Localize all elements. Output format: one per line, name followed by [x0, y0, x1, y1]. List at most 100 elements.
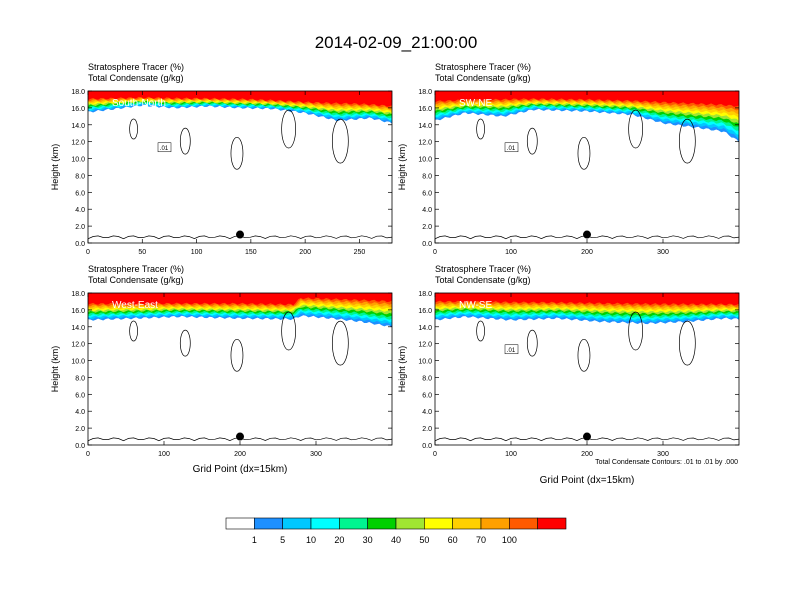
condensate-contour-cell — [179, 127, 191, 155]
panel-subtitle-condensate: Total Condensate (g/kg) — [88, 73, 184, 83]
condensate-contour-cell — [129, 320, 138, 342]
x-tick-label: 300 — [310, 451, 322, 458]
colorbar-swatch — [480, 517, 510, 530]
x-tick-label: 0 — [433, 451, 437, 458]
condensate-contour-cell — [281, 109, 296, 149]
colorbar-swatch — [537, 517, 567, 530]
y-tick-label: 10.0 — [418, 359, 432, 366]
panel-subtitle-tracer: Stratosphere Tracer (%) — [435, 62, 531, 72]
y-tick-label: 4.0 — [422, 207, 432, 214]
colorbar-label: 10 — [306, 535, 316, 545]
x-tick-label: 250 — [354, 249, 366, 256]
contour-label: .01 — [160, 146, 169, 152]
x-tick-label: 300 — [657, 451, 669, 458]
y-tick-label: 0.0 — [422, 241, 432, 248]
y-tick-label: 6.0 — [422, 190, 432, 197]
y-tick-label: 4.0 — [75, 409, 85, 416]
y-tick-label: 12.0 — [418, 140, 432, 147]
condensate-contour-cell — [577, 338, 591, 372]
y-tick-label: 2.0 — [422, 426, 432, 433]
y-tick-label: 4.0 — [422, 409, 432, 416]
y-tick-label: 16.0 — [71, 106, 85, 113]
condensate-contour-cell — [129, 118, 138, 140]
condensate-contour-cell — [526, 329, 538, 357]
condensate-contour-cell — [678, 118, 696, 164]
y-tick-label: 10.0 — [71, 157, 85, 164]
panel-subtitle-tracer: Stratosphere Tracer (%) — [88, 264, 184, 274]
plot-area — [88, 293, 392, 445]
x-tick-label: 150 — [245, 249, 257, 256]
y-tick-label: 14.0 — [71, 123, 85, 130]
y-tick-label: 2.0 — [75, 426, 85, 433]
y-tick-label: 4.0 — [75, 207, 85, 214]
panel-name: NW-SE — [459, 300, 492, 311]
y-axis-label: Height (km) — [50, 346, 60, 393]
location-marker — [236, 230, 244, 239]
contour-label-box — [504, 142, 519, 153]
y-tick-label: 8.0 — [422, 173, 432, 180]
panel-name: South-North — [112, 98, 166, 109]
x-tick-label: 200 — [299, 249, 311, 256]
y-tick-label: 8.0 — [75, 375, 85, 382]
panel-subtitle-tracer: Stratosphere Tracer (%) — [88, 62, 184, 72]
x-tick-label: 300 — [657, 249, 669, 256]
y-tick-label: 18.0 — [418, 291, 432, 298]
colorbar-label: 70 — [476, 535, 486, 545]
condensate-contour-cell — [526, 127, 538, 155]
x-axis-label: Grid Point (dx=15km) — [193, 464, 288, 475]
colorbar-swatch — [339, 517, 368, 530]
tracer-band-11 — [88, 91, 392, 107]
y-tick-label: 6.0 — [75, 392, 85, 399]
condensate-contour-cell — [179, 329, 191, 357]
x-tick-label: 200 — [581, 451, 593, 458]
condensate-contour-cell — [281, 311, 296, 351]
x-tick-label: 100 — [158, 451, 170, 458]
plot-frame — [87, 90, 393, 244]
panel-subtitle-condensate: Total Condensate (g/kg) — [88, 275, 184, 285]
y-tick-label: 2.0 — [75, 224, 85, 231]
y-tick-label: 6.0 — [75, 190, 85, 197]
y-tick-label: 16.0 — [71, 308, 85, 315]
condensate-contour-cell — [628, 311, 643, 351]
figure-title: 2014-02-09_21:00:00 — [314, 33, 478, 52]
y-tick-label: 14.0 — [418, 123, 432, 130]
colorbar-swatch — [254, 517, 283, 530]
y-tick-label: 0.0 — [75, 241, 85, 248]
y-tick-label: 0.0 — [75, 443, 85, 450]
condensate-contour-cell — [628, 109, 643, 149]
x-tick-label: 100 — [505, 451, 517, 458]
chart-panel: Stratosphere Tracer (%)Total Condensate … — [397, 62, 740, 256]
chart-panel: Stratosphere Tracer (%)Total Condensate … — [50, 62, 393, 256]
condensate-contour-cell — [476, 320, 485, 342]
y-tick-label: 0.0 — [422, 443, 432, 450]
x-tick-label: 50 — [138, 249, 146, 256]
footnote: Total Condensate Contours: .01 to .01 by… — [595, 459, 738, 466]
colorbar-swatch — [424, 517, 453, 530]
panel-subtitle-condensate: Total Condensate (g/kg) — [435, 275, 531, 285]
colorbar-swatch — [367, 517, 397, 530]
y-axis-label: Height (km) — [397, 144, 407, 191]
y-axis-label: Height (km) — [50, 144, 60, 191]
location-marker — [236, 432, 244, 441]
location-marker — [583, 230, 591, 239]
colorbar-label: 5 — [280, 535, 285, 545]
colorbar-swatch — [395, 517, 425, 530]
y-tick-label: 18.0 — [418, 89, 432, 96]
condensate-contour-cell — [678, 320, 696, 366]
x-tick-label: 200 — [581, 249, 593, 256]
plot-area: .01 — [88, 91, 392, 243]
x-tick-label: 0 — [86, 451, 90, 458]
y-tick-label: 16.0 — [418, 308, 432, 315]
location-marker — [583, 432, 591, 441]
colorbar-swatch — [452, 517, 482, 530]
colorbar-swatch — [225, 517, 255, 530]
panel-name: West-East — [112, 300, 158, 311]
plot-area: .01 — [435, 293, 739, 445]
x-tick-label: 0 — [433, 249, 437, 256]
y-axis-label: Height (km) — [397, 346, 407, 393]
y-tick-label: 18.0 — [71, 89, 85, 96]
panel-subtitle-tracer: Stratosphere Tracer (%) — [435, 264, 531, 274]
panel-subtitle-condensate: Total Condensate (g/kg) — [435, 73, 531, 83]
condensate-contour-cell — [476, 118, 485, 140]
